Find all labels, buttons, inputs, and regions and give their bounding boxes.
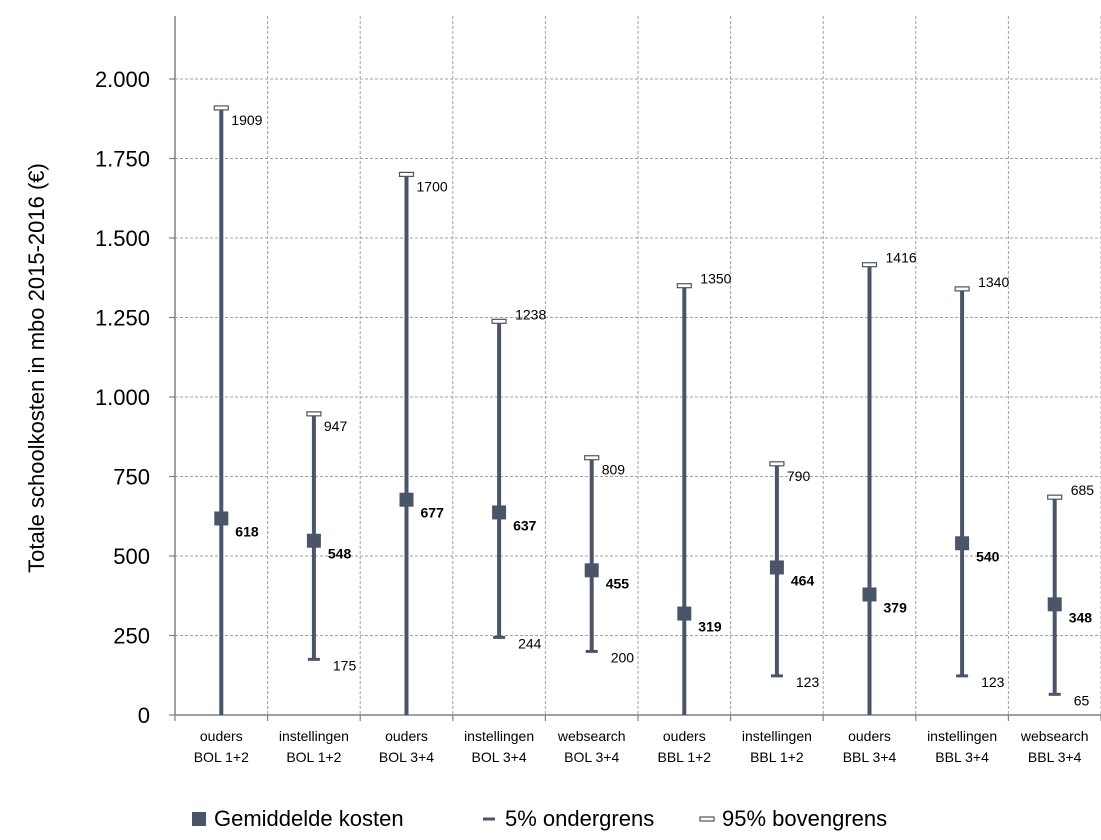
upper-cap [861, 262, 878, 268]
y-axis-ticks: 0 250 500 750 1.000 1.250 1.500 1.750 2.000 [95, 67, 175, 728]
mean-marker [492, 505, 507, 520]
legend-label: Gemiddelde kosten [214, 806, 404, 831]
x-axis-ticks: ouders BOL 1+2 instellingen BOL 1+2 ouders BO… [194, 728, 1089, 765]
mean-value-label: 540 [976, 548, 1000, 564]
x-tick-label: instellingen [927, 728, 997, 744]
upper-value-label: 1238 [515, 306, 546, 322]
x-tick-label: instellingen [464, 728, 534, 744]
mean-value-label: 637 [513, 517, 537, 533]
upper-value-label: 947 [324, 418, 348, 434]
x-tick-label: ouders [663, 728, 706, 744]
mean-marker [1047, 597, 1062, 612]
lower-value-label: 175 [333, 657, 357, 673]
upper-value-label: 790 [787, 468, 811, 484]
mean-value-label: 618 [235, 523, 259, 539]
mean-marker [955, 536, 970, 551]
x-tick-label: BBL 1+2 [658, 749, 712, 765]
grid [175, 16, 1101, 715]
mean-marker [399, 492, 414, 507]
upper-value-label: 685 [1071, 482, 1095, 498]
mean-value-label: 379 [884, 599, 908, 615]
axes [174, 16, 1101, 721]
x-tick-label: BOL 1+2 [286, 749, 341, 765]
mean-marker [584, 563, 599, 578]
lower-value-label: 123 [981, 674, 1005, 690]
x-tick-label: ouders [848, 728, 891, 744]
x-tick-label: BBL 3+4 [935, 749, 989, 765]
lower-value-label: 65 [1074, 692, 1090, 708]
legend-marker-square [192, 812, 206, 826]
x-tick-label: ouders [385, 728, 428, 744]
x-tick-label: instellingen [742, 728, 812, 744]
mean-value-label: 455 [606, 575, 630, 591]
y-tick-label: 500 [113, 544, 150, 569]
mean-value-label: 677 [421, 505, 445, 521]
y-tick-label: 1.500 [95, 226, 150, 251]
upper-value-label: 1700 [417, 178, 448, 194]
x-tick-label: BOL 3+4 [564, 749, 619, 765]
upper-cap [213, 105, 229, 111]
lower-value-label: 200 [611, 649, 635, 665]
upper-value-label: 1416 [886, 250, 917, 266]
upper-cap [1047, 494, 1063, 500]
y-tick-label: 0 [138, 703, 150, 728]
upper-cap [398, 171, 415, 177]
mean-value-label: 548 [328, 546, 352, 562]
error-bars [213, 105, 1063, 715]
x-tick-label: BOL 3+4 [379, 749, 434, 765]
x-tick-label: BOL 1+2 [194, 749, 249, 765]
legend: Gemiddelde kosten 5% ondergrens 95% boveng… [192, 806, 887, 831]
legend-marker-open-dash [699, 816, 715, 822]
x-tick-label: websearch [557, 728, 626, 744]
mean-value-label: 464 [791, 572, 815, 588]
x-tick-label: BOL 3+4 [472, 749, 527, 765]
x-tick-label: BBL 3+4 [1028, 749, 1082, 765]
x-tick-label: BBL 3+4 [843, 749, 897, 765]
y-tick-label: 250 [113, 624, 150, 649]
y-axis-label: Totale schoolkosten in mbo 2015-2016 (€) [24, 163, 49, 573]
upper-cap [954, 286, 970, 292]
y-tick-label: 2.000 [95, 67, 150, 92]
upper-value-label: 1340 [978, 274, 1009, 290]
mean-marker [677, 606, 692, 621]
x-tick-label: BBL 1+2 [750, 749, 804, 765]
mean-marker [214, 511, 229, 526]
legend-label: 5% ondergrens [505, 806, 654, 831]
legend-label: 95% bovengrens [722, 806, 887, 831]
upper-value-label: 809 [602, 462, 626, 478]
x-tick-label: ouders [200, 728, 243, 744]
upper-cap [491, 318, 507, 324]
y-tick-label: 1.000 [95, 385, 150, 410]
lower-value-label: 244 [518, 635, 542, 651]
upper-cap [676, 283, 692, 289]
upper-value-label: 1909 [231, 112, 262, 128]
mean-value-label: 319 [698, 619, 722, 635]
mean-value-label: 348 [1069, 609, 1093, 625]
mean-marker [306, 533, 321, 548]
y-tick-label: 750 [113, 465, 150, 490]
upper-cap [769, 461, 785, 467]
upper-value-label: 1350 [700, 271, 731, 287]
upper-cap [306, 411, 322, 417]
mean-marker [862, 587, 877, 602]
y-tick-label: 1.250 [95, 306, 150, 331]
mean-marker [769, 560, 784, 575]
data-labels: 1909 618 947 175 548 1700 677 1238 244 637 809 200 4… [231, 112, 1094, 708]
x-tick-label: websearch [1020, 728, 1089, 744]
upper-cap [584, 455, 600, 461]
lower-value-label: 123 [796, 674, 820, 690]
x-tick-label: instellingen [279, 728, 349, 744]
y-tick-label: 1.750 [95, 147, 150, 172]
